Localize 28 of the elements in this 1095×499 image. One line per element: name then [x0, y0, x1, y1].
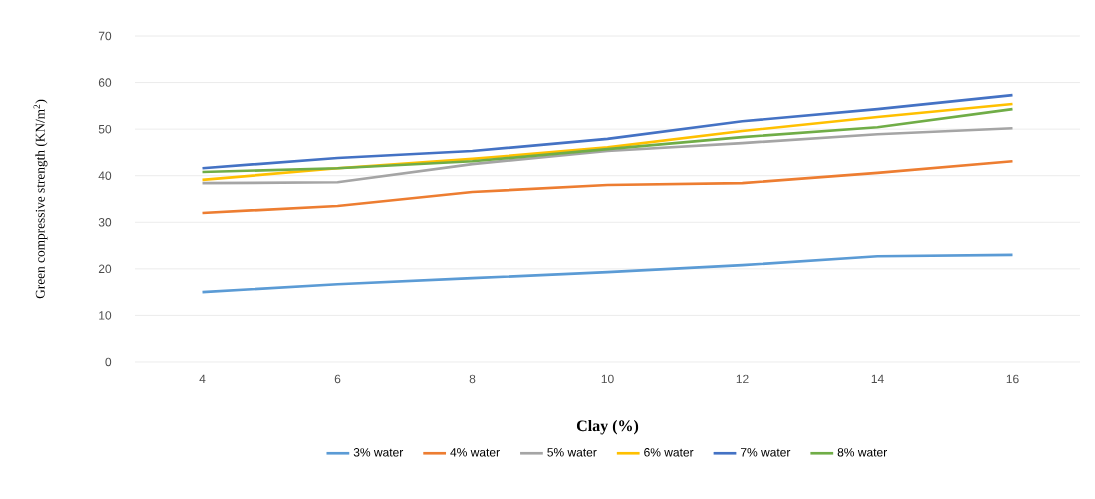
- legend-label: 7% water: [740, 448, 791, 457]
- x-tick-label: 14: [871, 374, 884, 383]
- x-tick-label: 10: [601, 374, 614, 384]
- y-tick-label: 0: [105, 357, 112, 367]
- x-tick-label: 4: [199, 374, 206, 383]
- y-tick-label: 10: [99, 311, 112, 320]
- y-tick-label: 20: [98, 264, 112, 274]
- x-tick-label: 16: [1006, 374, 1019, 384]
- x-tick-label: 6: [334, 374, 341, 384]
- line-series: [201, 107, 1014, 174]
- y-tick-label: 50: [98, 124, 112, 134]
- x-axis-title: Clay (%): [576, 419, 639, 435]
- line-series: [201, 253, 1014, 294]
- legend-label: 6% water: [644, 448, 694, 457]
- legend-label: 5% water: [547, 448, 597, 457]
- x-tick-label: 12: [736, 374, 749, 384]
- y-tick-label: 40: [98, 171, 112, 180]
- y-axis-title: Green compressive strength (KN/m$^{2}$): [33, 99, 48, 299]
- line-series: [201, 93, 1014, 170]
- legend-label: 8% water: [837, 448, 887, 457]
- legend-label: 4% water: [450, 448, 500, 457]
- line-series: [201, 159, 1014, 215]
- line-series: [201, 126, 1014, 185]
- y-tick-label: 30: [98, 218, 112, 227]
- y-tick-label: 70: [98, 31, 112, 41]
- legend-label: 3% water: [353, 448, 404, 457]
- y-tick-label: 60: [98, 78, 112, 87]
- x-tick-label: 8: [469, 374, 476, 384]
